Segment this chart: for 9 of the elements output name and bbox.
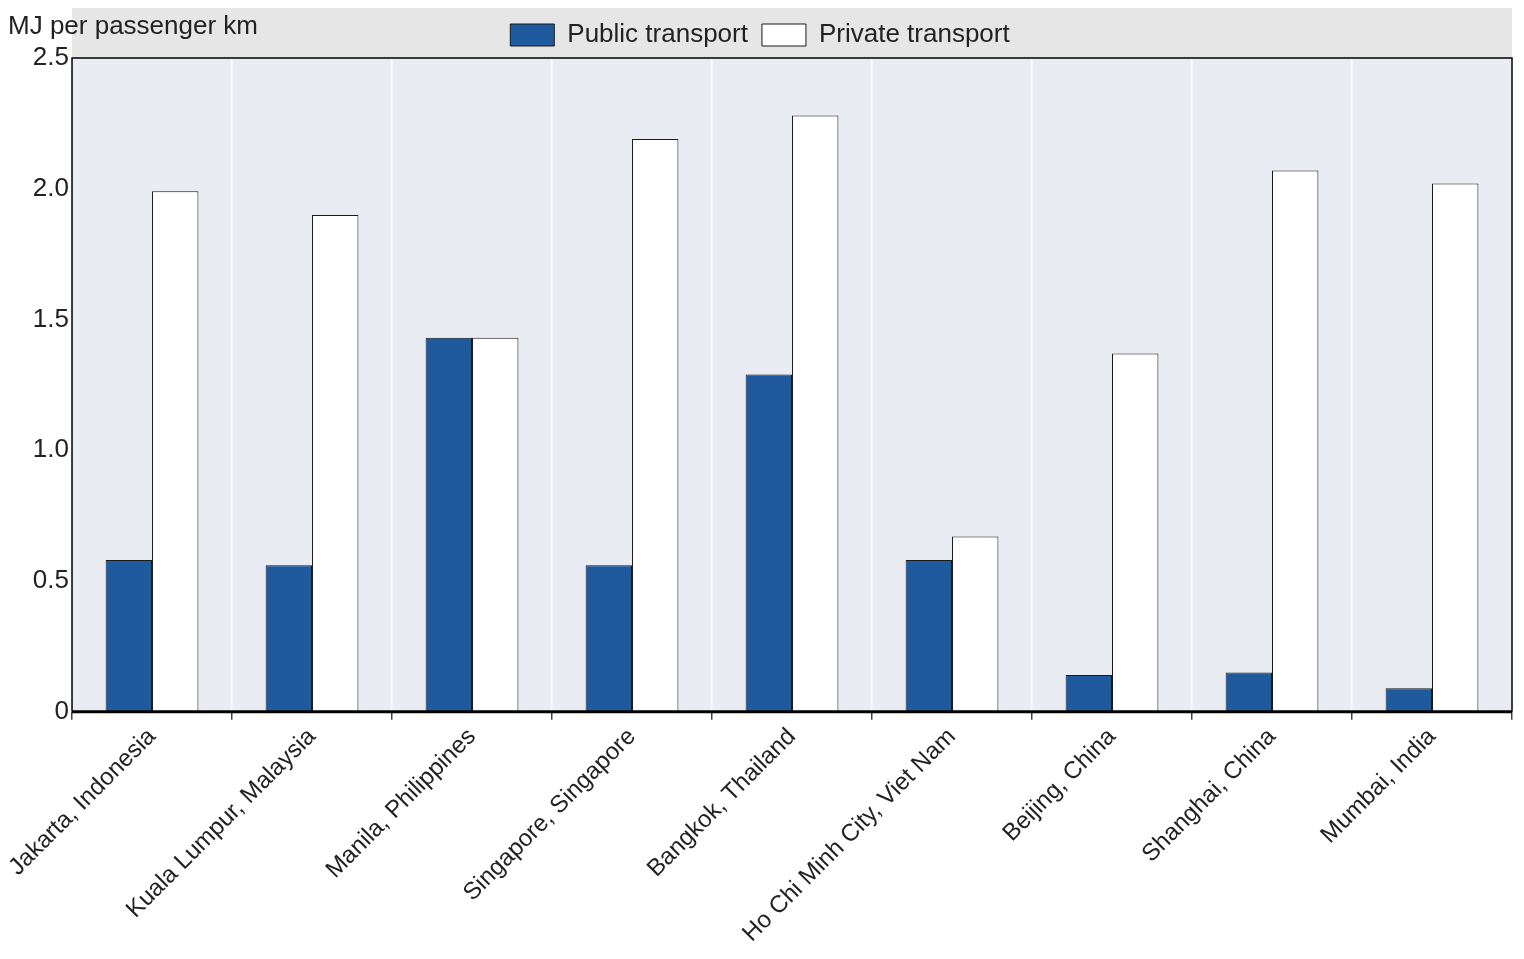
y-tick-label: 0.5	[32, 564, 70, 595]
y-tick-label: 2.5	[32, 41, 70, 72]
y-tick-label: 2.0	[32, 171, 70, 202]
y-axis-title: MJ per passenger km	[8, 10, 258, 41]
legend-label: Private transport	[818, 18, 1011, 49]
y-tick-label: 0	[54, 694, 70, 725]
y-tick-label: 1.5	[32, 302, 70, 333]
y-tick-label: 1.0	[32, 433, 70, 464]
legend-label: Public transport	[567, 18, 749, 49]
